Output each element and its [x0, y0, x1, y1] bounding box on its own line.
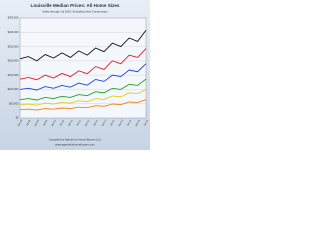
- series-line: [19, 30, 147, 62]
- footer: www.agentsforhomebuyers.com: [55, 143, 95, 147]
- chart-subtitle: Sales through Jul 2015; Excluding New Co…: [42, 10, 108, 14]
- x-tick-label: Jan-11: [67, 119, 73, 127]
- series-line: [19, 63, 147, 91]
- x-tick-label: Jul-08: [26, 119, 32, 127]
- x-tick-label: Jan-08: [17, 119, 24, 127]
- x-tick-label: Jul-10: [59, 119, 65, 127]
- y-tick-label: $250,000: [8, 44, 19, 48]
- x-tick-label: Jul-12: [93, 119, 99, 127]
- x-tick-label: Jan-09: [34, 119, 41, 127]
- x-tick-label: Jul-14: [126, 119, 132, 127]
- x-tick-label: Jan-13: [101, 119, 108, 127]
- series-line: [19, 48, 147, 81]
- x-tick-label: Jan-15: [135, 119, 142, 127]
- x-tick-label: Jan-10: [51, 119, 58, 127]
- page: Louisville Median Prices: All Home Sizes…: [0, 0, 150, 150]
- footer: Compiled by Agents for Home Buyers LLC: [49, 138, 102, 142]
- x-tick-label: Jul-15: [143, 119, 149, 127]
- y-tick-label: $200,000: [8, 59, 19, 63]
- x-tick-label: Jul-09: [42, 119, 48, 127]
- chart-title: Louisville Median Prices: All Home Sizes: [31, 3, 120, 8]
- y-tick-label: $350,000: [8, 16, 19, 20]
- series-line: [19, 78, 147, 101]
- y-tick-label: $150,000: [8, 73, 19, 77]
- series-line: [19, 89, 147, 106]
- x-tick-label: Jul-13: [110, 119, 116, 127]
- y-tick-label: $300,000: [8, 30, 19, 34]
- y-tick-label: $0: [16, 116, 19, 120]
- chart: Louisville Median Prices: All Home Sizes…: [0, 0, 150, 150]
- x-tick-label: Jan-12: [84, 119, 91, 127]
- x-tick-label: Jul-11: [76, 119, 82, 127]
- series-line: [19, 99, 147, 111]
- y-tick-label: $100,000: [8, 87, 19, 91]
- x-tick-label: Jan-14: [118, 119, 125, 127]
- y-tick-label: $50,000: [9, 101, 19, 105]
